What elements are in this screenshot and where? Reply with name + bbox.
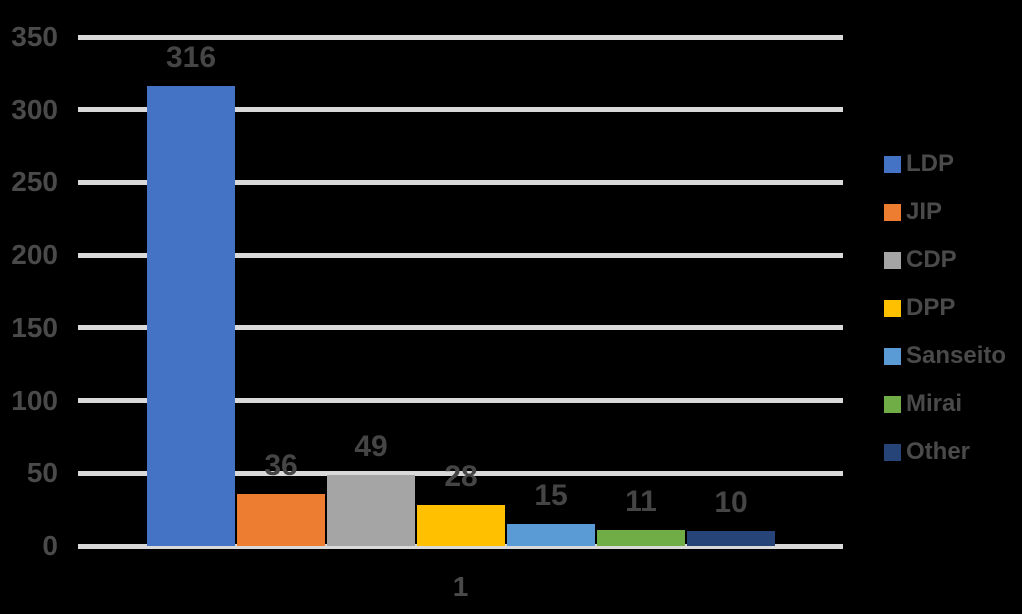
legend-label-cdp: CDP [906, 246, 957, 273]
legend-swatch-sanseito-icon [884, 348, 901, 365]
data-label-dpp: 28 [444, 460, 478, 494]
bar-jip [237, 493, 325, 546]
bar-sanseito [507, 524, 595, 546]
legend-swatch-ldp-icon [884, 156, 901, 173]
legend-swatch-jip-icon [884, 204, 901, 221]
legend-swatch-dpp-icon [884, 300, 901, 317]
legend-label-ldp: LDP [906, 150, 954, 177]
data-label-sanseito: 15 [534, 479, 568, 513]
gridline [78, 470, 843, 476]
bar-ldp [147, 86, 235, 546]
legend-label-jip: JIP [906, 198, 943, 225]
gridline [78, 34, 843, 40]
legend-label-sanseito: Sanseito [906, 342, 1007, 369]
y-tick-label: 200 [11, 239, 58, 271]
x-axis-category-label: 1 [452, 571, 469, 602]
data-label-jip: 36 [264, 448, 298, 482]
y-tick-label: 150 [11, 311, 58, 343]
legend-swatch-mirai-icon [884, 396, 901, 413]
legend-swatch-cdp-icon [884, 252, 901, 269]
gridline [78, 107, 843, 113]
data-label-cdp: 49 [354, 429, 388, 463]
gridline [78, 179, 843, 185]
bar-cdp [327, 474, 415, 546]
legend-label-mirai: Mirai [906, 390, 963, 417]
gridline [78, 325, 843, 331]
y-tick-label: 50 [26, 457, 58, 489]
gridline [78, 543, 843, 549]
gridline [78, 252, 843, 258]
y-tick-label: 300 [11, 93, 58, 125]
bar-dpp [417, 505, 505, 546]
legend-swatch-other-icon [884, 444, 901, 461]
data-label-other: 10 [714, 486, 748, 520]
y-tick-label: 0 [42, 530, 58, 561]
y-tick-label: 350 [11, 21, 58, 52]
bar-other [687, 531, 775, 546]
y-tick-label: 250 [11, 166, 58, 198]
data-label-ldp: 316 [165, 41, 217, 75]
legend-label-dpp: DPP [906, 294, 956, 321]
gridline [78, 398, 843, 404]
legend-label-other: Other [906, 438, 971, 465]
y-tick-label: 100 [11, 384, 58, 416]
bar-mirai [597, 530, 685, 546]
data-label-mirai: 11 [625, 485, 657, 518]
